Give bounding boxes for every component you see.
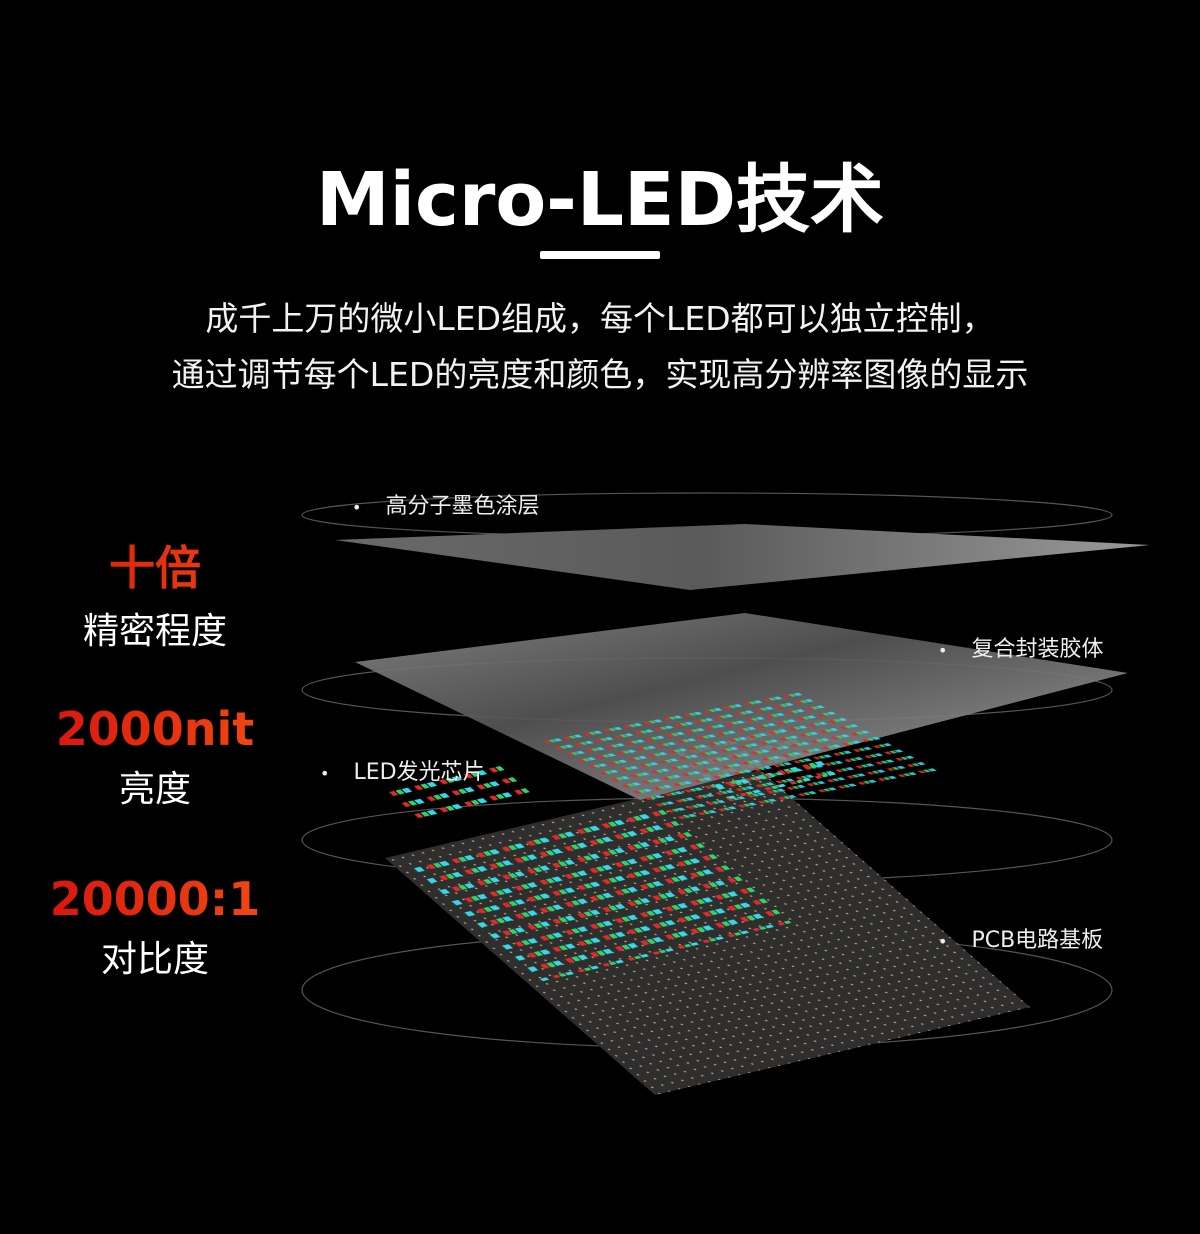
subtitle-line-1: 成千上万的微小LED组成，每个LED都可以独立控制， (205, 299, 995, 338)
stat-value: 十倍 (40, 532, 270, 598)
stat-label: 亮度 (118, 769, 191, 810)
glowing-led-grid (540, 690, 945, 822)
layer-label-pcb: PCB电路基板 (938, 922, 1103, 954)
stat-label: 精密程度 (82, 611, 227, 652)
subtitle-line-2: 通过调节每个LED的亮度和颜色，实现高分辨率图像的显示 (171, 355, 1029, 394)
stat-value: 20000:1 (40, 872, 270, 926)
stat-precision: 十倍 精密程度 (40, 532, 270, 654)
page-title: Micro-LED技术 (315, 157, 885, 243)
stat-contrast: 20000:1 对比度 (40, 872, 270, 982)
title-underline (540, 251, 660, 259)
stat-value: 2000nit (40, 702, 270, 756)
stat-label: 对比度 (100, 939, 209, 980)
layer-label-encapsulation: 复合封装胶体 (938, 631, 1103, 663)
ink-coating-layer (335, 524, 1150, 590)
layer-label-ink-coating: 高分子墨色涂层 (352, 488, 539, 520)
pcb-layer (385, 770, 1031, 1095)
layer-label-led-chips: LED发光芯片 (320, 754, 484, 786)
stat-brightness: 2000nit 亮度 (40, 702, 270, 812)
